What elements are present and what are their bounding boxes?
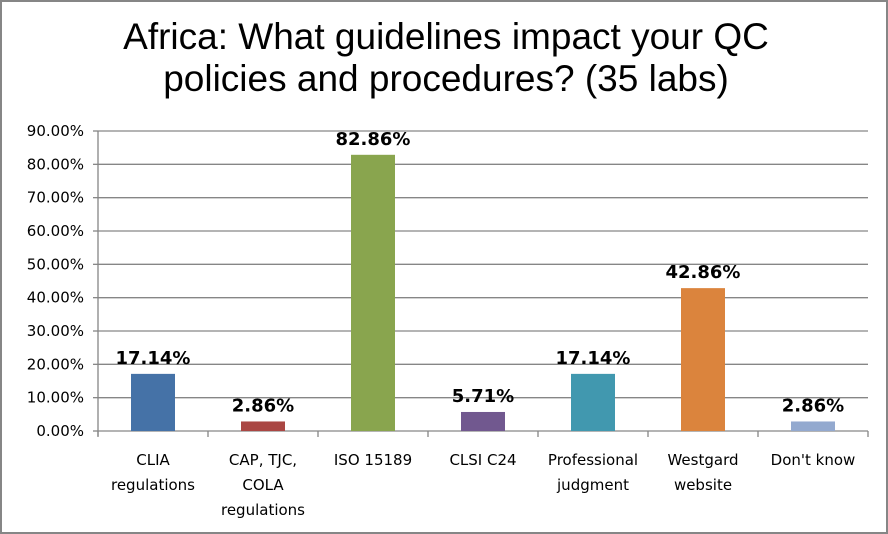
- y-tick-label: 50.00%: [27, 255, 84, 273]
- x-category-label: Professional: [548, 451, 638, 469]
- x-category-label: regulations: [111, 476, 195, 494]
- data-label: 17.14%: [116, 348, 191, 369]
- chart-title-line-1: Africa: What guidelines impact your QC: [123, 16, 769, 57]
- x-category-label: regulations: [221, 501, 305, 519]
- bar: [241, 421, 285, 431]
- data-label: 42.86%: [666, 262, 741, 283]
- data-label: 5.71%: [452, 386, 514, 407]
- y-tick-label: 30.00%: [27, 322, 84, 340]
- data-label: 82.86%: [336, 129, 411, 150]
- data-label: 2.86%: [232, 395, 294, 416]
- x-category-label: CLIA: [136, 451, 170, 469]
- bar: [461, 411, 505, 431]
- x-category-label: website: [674, 476, 732, 494]
- y-tick-label: 70.00%: [27, 189, 84, 207]
- chart-title: Africa: What guidelines impact your QC p…: [2, 16, 886, 100]
- bar: [571, 373, 615, 431]
- data-label: 2.86%: [782, 395, 844, 416]
- bar: [791, 421, 835, 431]
- y-tick-label: 10.00%: [27, 389, 84, 407]
- bar: [351, 154, 395, 432]
- y-tick-label: 60.00%: [27, 222, 84, 240]
- x-category-label: CLSI C24: [449, 451, 516, 469]
- bar: [131, 373, 175, 431]
- y-tick-label: 0.00%: [36, 422, 84, 440]
- x-category-label: ISO 15189: [334, 451, 412, 469]
- y-tick-label: 20.00%: [27, 355, 84, 373]
- chart-title-line-2: policies and procedures? (35 labs): [163, 58, 729, 99]
- y-tick-label: 40.00%: [27, 289, 84, 307]
- data-label: 17.14%: [556, 348, 631, 369]
- x-category-label: Westgard: [667, 451, 738, 469]
- x-category-label: Don't know: [771, 451, 856, 469]
- bar: [681, 288, 725, 431]
- x-category-label: COLA: [242, 476, 284, 494]
- x-category-label: CAP, TJC,: [229, 451, 297, 469]
- y-tick-label: 80.00%: [27, 155, 84, 173]
- y-tick-label: 90.00%: [27, 122, 84, 140]
- x-category-label: judgment: [556, 476, 629, 494]
